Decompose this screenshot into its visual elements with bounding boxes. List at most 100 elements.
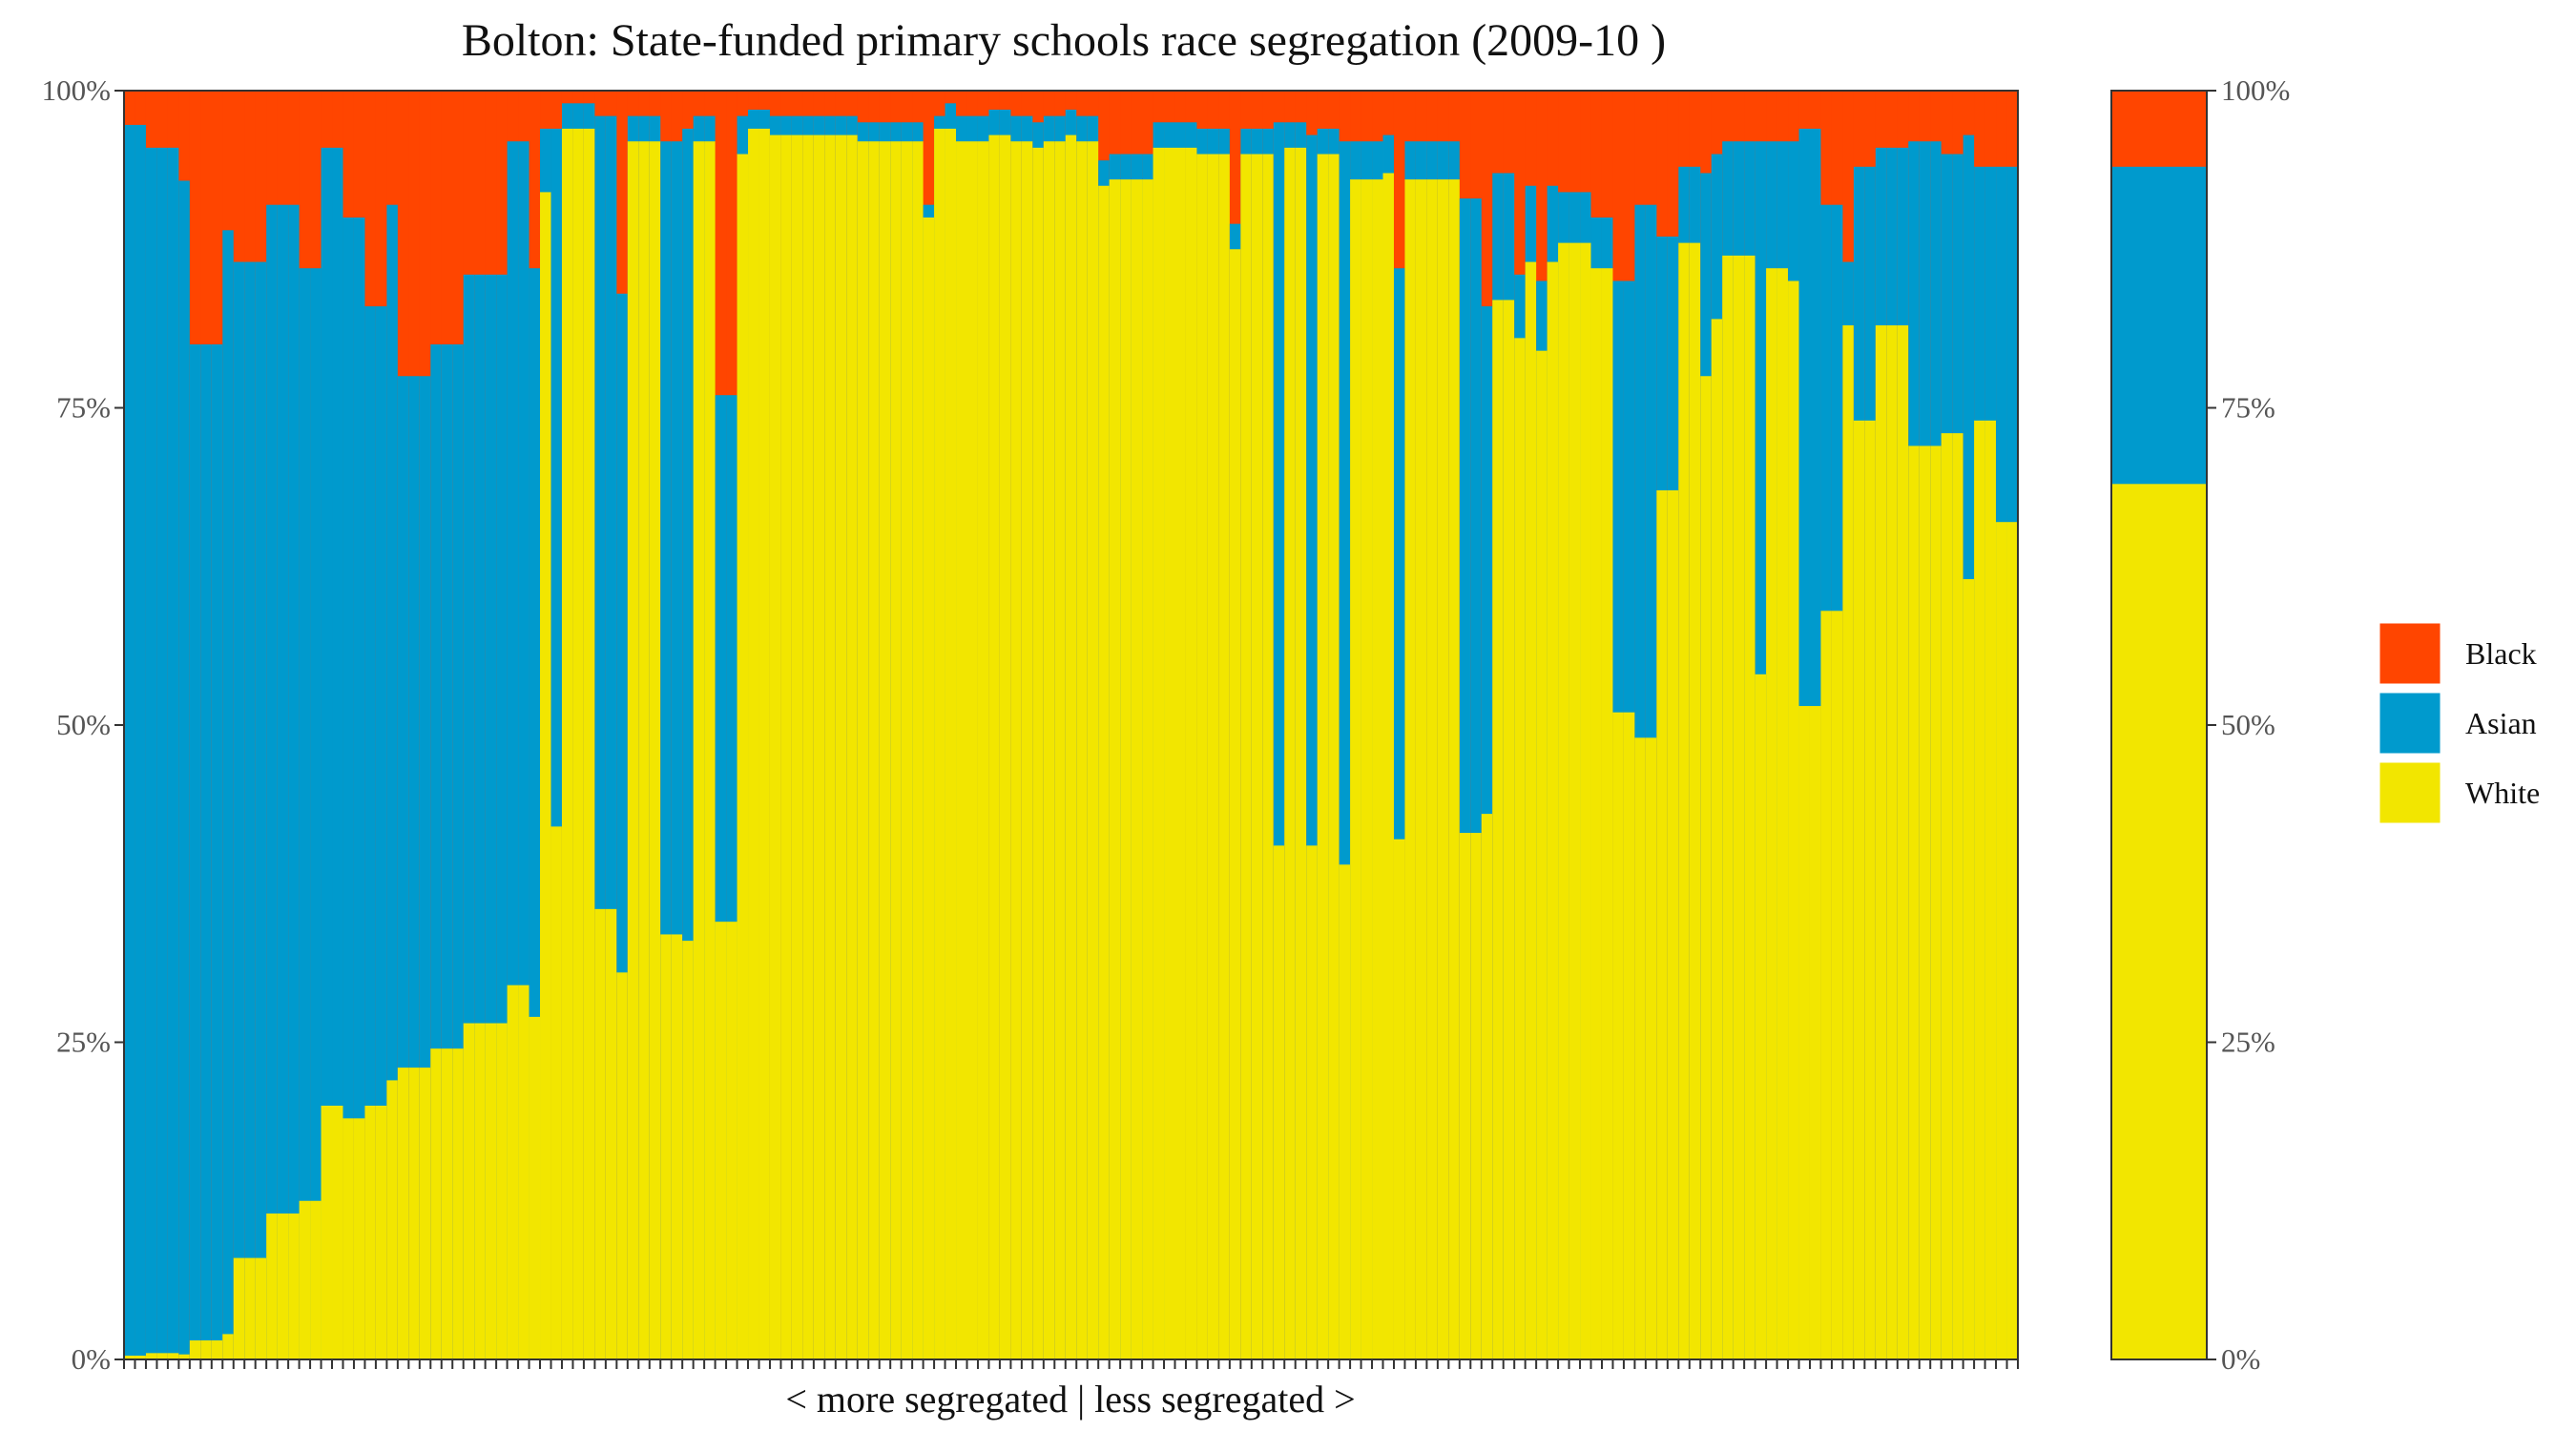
legend-swatch-black <box>2377 620 2443 687</box>
bar-asian-15 <box>288 204 301 1360</box>
bar-white-47 <box>638 141 651 1360</box>
bar-white-87 <box>1076 141 1089 1360</box>
bar-white-138 <box>1634 737 1647 1359</box>
bar-white-25 <box>397 1068 409 1359</box>
legend-swatch-white <box>2377 759 2443 826</box>
bar-white-42 <box>583 128 595 1359</box>
bar-white-68 <box>868 141 881 1360</box>
bar-white-146 <box>1722 255 1735 1359</box>
bar-white-96 <box>1174 147 1187 1360</box>
bar-asian-6 <box>189 344 201 1359</box>
bar-white-160 <box>1875 325 1887 1359</box>
bar-white-55 <box>726 922 738 1359</box>
bar-white-54 <box>715 922 727 1359</box>
bar-white-15 <box>288 1213 301 1359</box>
bar-white-31 <box>463 1023 475 1359</box>
bar-asian-3 <box>156 147 169 1360</box>
bar-white-36 <box>518 985 530 1359</box>
bar-white-171 <box>1996 522 2008 1359</box>
bar-asian-20 <box>343 218 355 1359</box>
y-tick-label-left: 50% <box>56 708 111 741</box>
bar-white-60 <box>780 135 793 1359</box>
legend: Black Asian White <box>2377 620 2540 826</box>
bar-white-141 <box>1667 489 1679 1359</box>
bar-white-5 <box>178 1354 191 1359</box>
bar-white-2 <box>145 1353 158 1359</box>
bar-white-89 <box>1098 185 1111 1359</box>
bar-white-57 <box>748 128 760 1359</box>
bar-white-94 <box>1153 147 1165 1360</box>
y-tick-label-right: 0% <box>2221 1342 2260 1376</box>
bar-white-81 <box>1010 141 1023 1360</box>
bar-white-156 <box>1831 611 1844 1359</box>
bar-white-117 <box>1404 179 1417 1360</box>
bar-white-32 <box>474 1023 487 1359</box>
bar-white-22 <box>364 1106 377 1359</box>
bar-asian-7 <box>200 344 213 1359</box>
bar-white-16 <box>299 1200 311 1359</box>
bar-white-1 <box>135 1356 147 1359</box>
bar-white-168 <box>1963 579 1975 1359</box>
bar-white-130 <box>1547 261 1559 1359</box>
bar-white-128 <box>1525 261 1537 1359</box>
bar-white-167 <box>1952 433 1964 1360</box>
bar-white-9 <box>222 1334 235 1359</box>
bar-white-122 <box>1459 833 1471 1359</box>
bar-white-48 <box>649 141 661 1360</box>
bar-white-125 <box>1492 300 1505 1360</box>
bar-white-142 <box>1678 242 1691 1360</box>
bar-white-169 <box>1974 420 1986 1359</box>
legend-label-black: Black <box>2465 636 2537 671</box>
bar-white-34 <box>496 1023 509 1359</box>
bar-white-103 <box>1251 154 1263 1359</box>
bar-white-164 <box>1919 446 1931 1359</box>
bar-asian-19 <box>332 147 344 1360</box>
y-axis-right: 0% 25% 50% 75% 100% <box>2207 73 2290 1376</box>
bar-asian-14 <box>277 204 289 1360</box>
bar-white-127 <box>1514 338 1527 1360</box>
bar-white-70 <box>890 141 903 1360</box>
bar-white-150 <box>1766 268 1778 1360</box>
x-axis-label: < more segregated | less segregated > <box>785 1378 1355 1421</box>
bar-asian-10 <box>233 261 245 1359</box>
bar-white-154 <box>1809 706 1822 1359</box>
bar-white-75 <box>945 128 957 1359</box>
bar-white-58 <box>758 128 771 1359</box>
bar-white-163 <box>1908 446 1921 1359</box>
bar-white-41 <box>572 128 585 1359</box>
y-tick-label-left: 100% <box>42 73 111 107</box>
bar-white-133 <box>1580 242 1592 1360</box>
bar-white-30 <box>452 1048 465 1359</box>
bar-white-86 <box>1065 135 1077 1359</box>
bar-white-59 <box>769 135 782 1359</box>
bar-white-107 <box>1295 147 1307 1360</box>
bar-white-50 <box>671 934 683 1359</box>
bar-white-99 <box>1207 154 1219 1359</box>
bar-white-4 <box>167 1353 179 1359</box>
bar-white-44 <box>605 908 617 1359</box>
bar-white-85 <box>1054 141 1067 1360</box>
bar-white-111 <box>1339 864 1351 1359</box>
bar-asian-4 <box>167 147 179 1360</box>
bar-white-104 <box>1262 154 1275 1359</box>
bar-asian-9 <box>222 230 235 1359</box>
bar-white-52 <box>693 141 705 1360</box>
y-tick-label-right: 100% <box>2221 73 2290 107</box>
bar-white-6 <box>189 1340 201 1359</box>
bar-white-40 <box>561 128 574 1359</box>
bar-white-26 <box>408 1068 421 1359</box>
bar-white-53 <box>704 141 717 1360</box>
bar-asian-11 <box>244 261 257 1359</box>
bar-white-137 <box>1623 712 1636 1359</box>
legend-swatch-asian <box>2377 690 2443 757</box>
bar-white-108 <box>1306 845 1319 1359</box>
bar-white-3 <box>156 1353 169 1359</box>
bar-white-84 <box>1043 141 1055 1360</box>
bar-white-23 <box>375 1106 387 1359</box>
chart-title: Bolton: State-funded primary schools rac… <box>462 15 1666 66</box>
bar-asian-16 <box>299 268 311 1360</box>
bar-white-28 <box>430 1048 443 1359</box>
bar-white-69 <box>879 141 891 1360</box>
bar-white-37 <box>529 1016 541 1359</box>
bar-white-18 <box>321 1106 333 1359</box>
